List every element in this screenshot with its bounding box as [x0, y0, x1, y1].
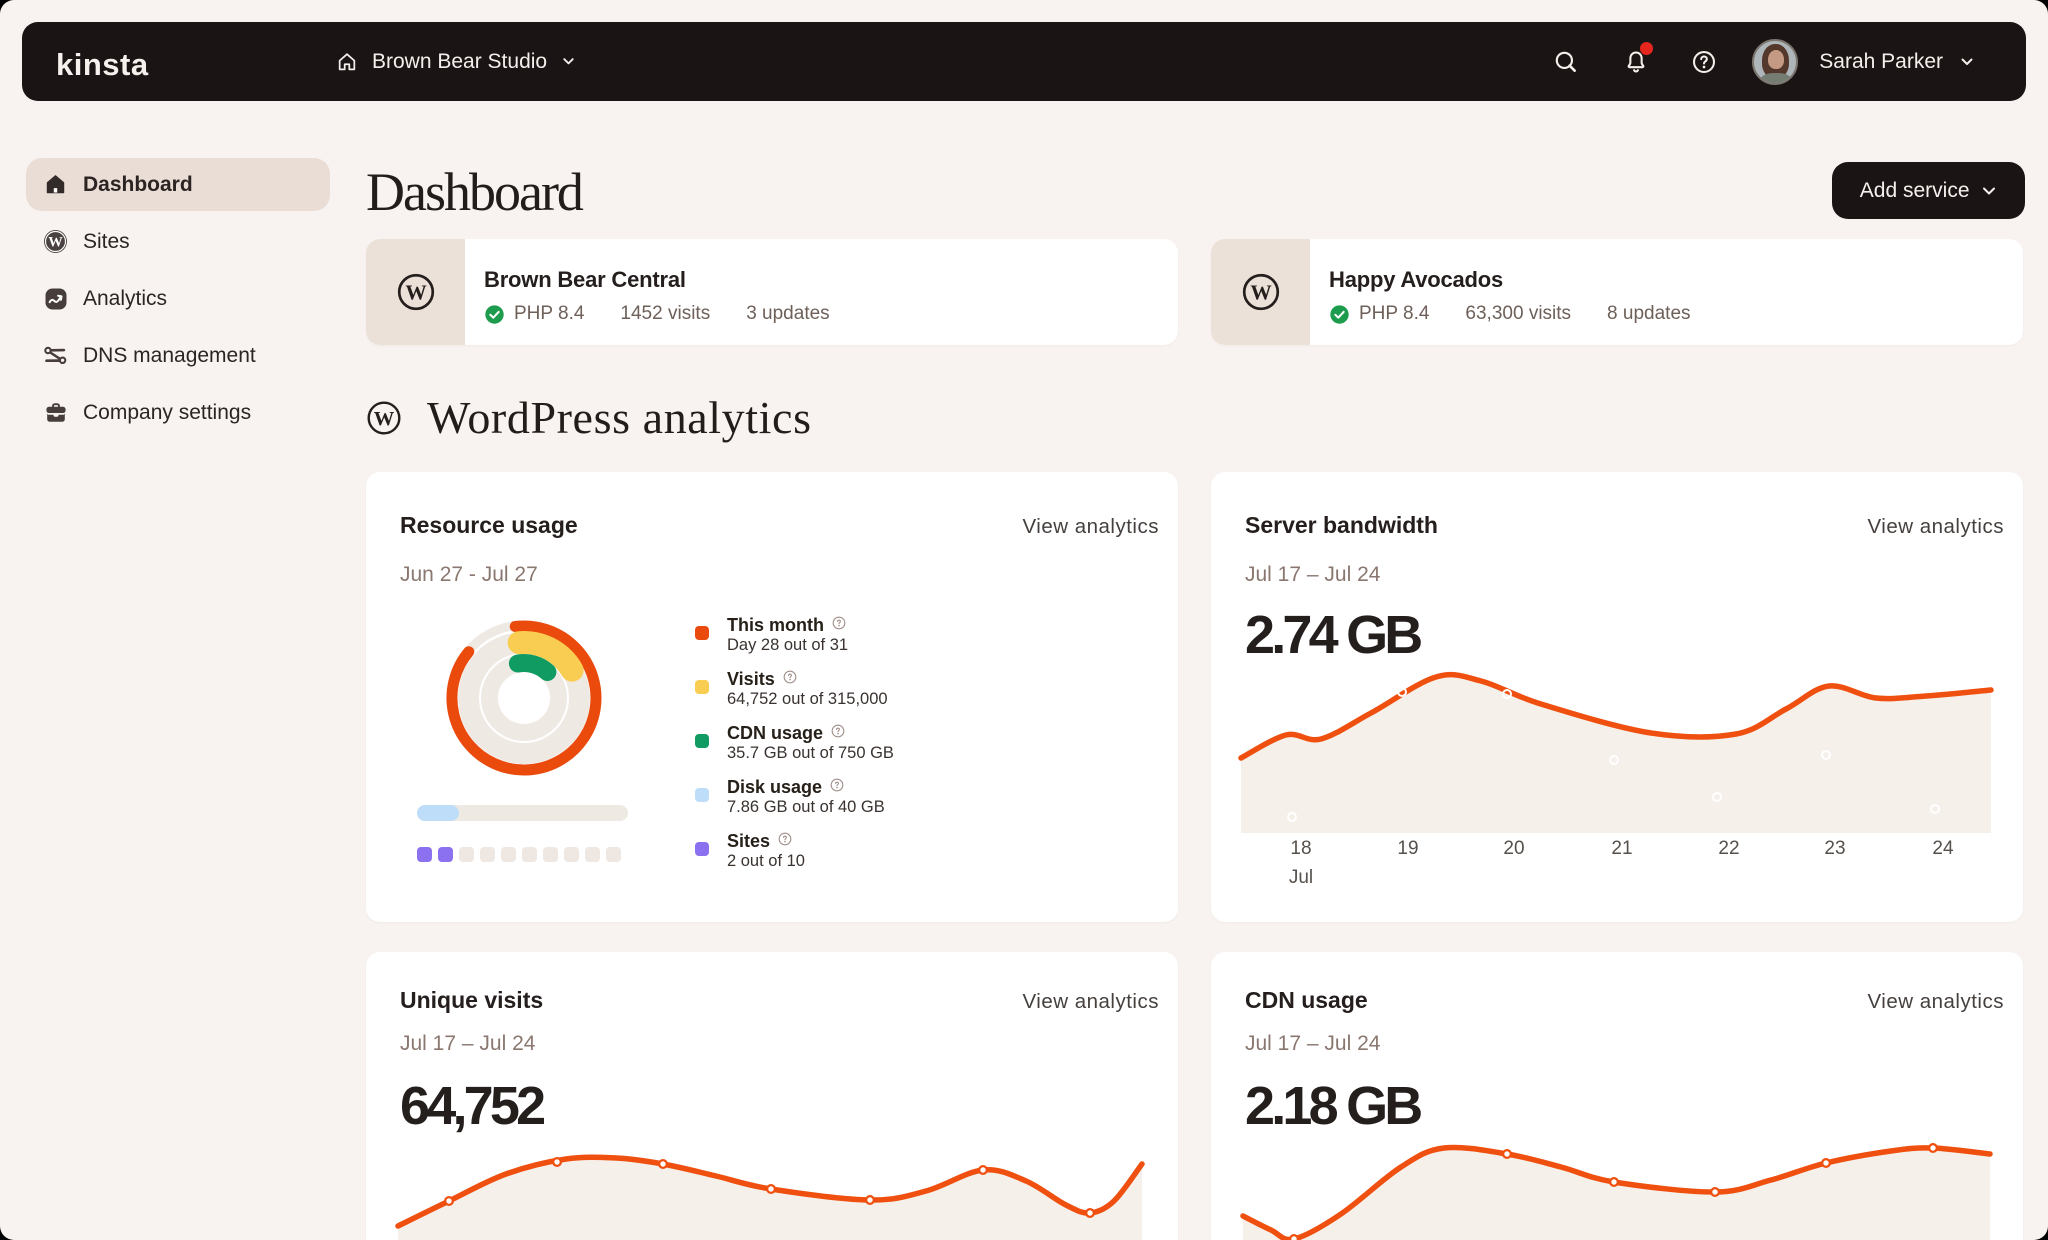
svg-text:23: 23: [1824, 838, 1845, 859]
svg-text:19: 19: [1397, 838, 1418, 859]
svg-text:20: 20: [1503, 838, 1524, 859]
svg-text:24: 24: [1932, 838, 1954, 859]
svg-text:18: 18: [1290, 838, 1311, 859]
svg-text:W: W: [405, 280, 427, 304]
svg-text:22: 22: [1718, 838, 1739, 859]
svg-text:W: W: [48, 235, 63, 251]
svg-text:W: W: [374, 407, 395, 429]
svg-text:21: 21: [1611, 838, 1632, 859]
svg-text:Jul: Jul: [1289, 867, 1313, 888]
svg-text:W: W: [1250, 280, 1272, 304]
